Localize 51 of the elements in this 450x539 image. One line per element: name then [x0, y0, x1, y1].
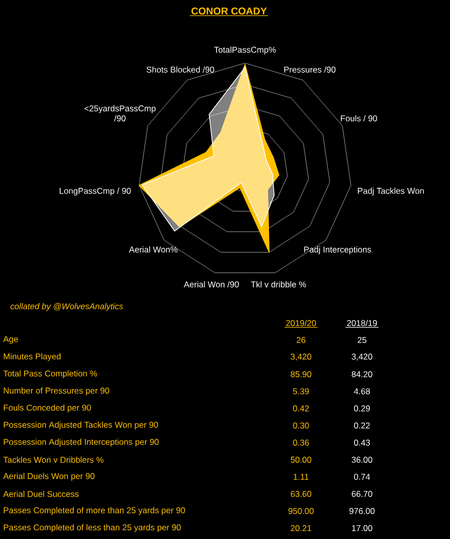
spoke-label: Shots Blocked /90: [146, 66, 214, 73]
data-label: 3,420: [290, 354, 312, 361]
legend-label: 2018/19: [347, 320, 377, 326]
category-label: Minutes Played: [4, 353, 61, 362]
data-label: 5.39: [293, 388, 309, 394]
category-label: Number of Pressures per 90: [4, 387, 110, 396]
category-label: Possession Adjusted Interceptions per 90: [4, 438, 159, 447]
spoke-label: Aerial Won%: [128, 246, 178, 253]
category-label: Fouls Conceded per 90: [4, 404, 91, 412]
spoke-label: LongPassCmp / 90: [60, 188, 131, 196]
data-label: 50.00: [290, 456, 312, 463]
category-label: Tackles Won v Dribblers %: [3, 456, 104, 463]
spoke-label: TotalPassCmp%: [214, 46, 276, 54]
data-label: 63.60: [290, 490, 312, 497]
spoke-label: <25yardsPassCmp /90: [84, 105, 156, 122]
chart-title: CONOR COADY: [191, 7, 267, 15]
data-label: 0.29: [354, 405, 370, 412]
spoke-label: Padj Tackles Won: [358, 188, 424, 196]
category-label: Passes Completed of less than 25 yards per 90: [4, 524, 181, 532]
data-label: 0.36: [293, 440, 309, 446]
category-label: Aerial Duel Success: [3, 490, 79, 498]
data-label: 1.11: [294, 474, 309, 480]
category-label: Aerial Duels Won per 90: [3, 472, 94, 481]
data-label: 0.30: [293, 422, 309, 429]
spoke-label: Fouls / 90: [340, 115, 378, 122]
data-label: 0.43: [354, 440, 370, 446]
data-label: 25: [358, 337, 366, 344]
data-label: 20.21: [290, 525, 312, 532]
category-label: Passes Completed of more than 25 yards per 90: [4, 507, 185, 515]
data-label: 26: [296, 337, 306, 344]
data-label: 85.90: [290, 371, 312, 378]
category-label: Total Pass Completion %: [3, 370, 98, 378]
category-label: Possession Adjusted Tackles Won per 90: [4, 422, 158, 430]
data-label: 976.00: [349, 508, 375, 514]
data-label: 3,420: [352, 354, 372, 361]
spoke-label: Pressures /90: [284, 66, 336, 73]
data-label: 84.20: [352, 371, 372, 378]
data-label: 0.74: [354, 474, 370, 480]
data-label: 0.22: [354, 422, 370, 429]
data-label: 36.00: [352, 456, 372, 463]
data-label: 66.70: [352, 490, 372, 497]
data-label: 0.42: [293, 405, 309, 412]
spoke-label: Aerial Won /90: [184, 281, 239, 288]
category-label: Age: [3, 336, 18, 344]
data-label: 17.00: [352, 525, 372, 532]
text: collated by @WolvesAnalytics: [10, 303, 124, 311]
legend-label: 2019/20: [286, 320, 316, 326]
spoke-label: Tkl v dribble %: [250, 281, 306, 288]
data-label: 4.68: [354, 388, 370, 394]
data-label: 950.00: [288, 508, 314, 514]
spoke-label: Padj Interceptions: [304, 246, 372, 254]
